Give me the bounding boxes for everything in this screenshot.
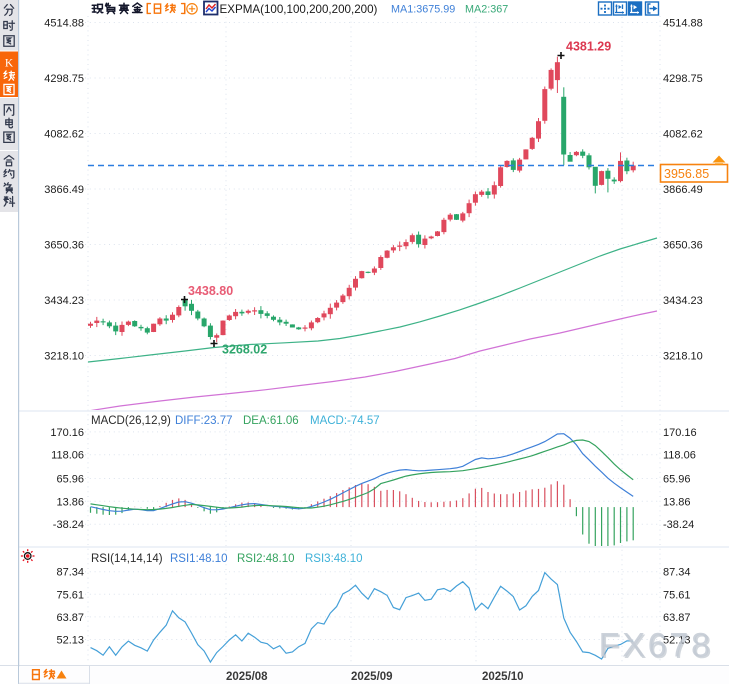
svg-text:3650.36: 3650.36 <box>663 240 703 252</box>
svg-text:4514.88: 4514.88 <box>663 18 703 30</box>
svg-text:4082.62: 4082.62 <box>663 129 703 141</box>
svg-text:87.34: 87.34 <box>56 567 84 579</box>
svg-text:2025/10: 2025/10 <box>482 671 524 683</box>
svg-text:4298.75: 4298.75 <box>44 73 84 85</box>
svg-text:EXPMA(100,100,200,200,200): EXPMA(100,100,200,200,200) <box>220 3 378 16</box>
svg-text:MACD(26,12,9): MACD(26,12,9) <box>91 415 171 427</box>
svg-text:3434.23: 3434.23 <box>44 295 84 307</box>
svg-text:RSI(14,14,14): RSI(14,14,14) <box>91 553 163 565</box>
svg-text:MACD:-74.57: MACD:-74.57 <box>310 415 380 427</box>
svg-text:3268.02: 3268.02 <box>222 343 267 357</box>
svg-text:63.87: 63.87 <box>663 612 691 624</box>
svg-text:65.96: 65.96 <box>56 474 84 486</box>
svg-text:2025/09: 2025/09 <box>351 671 393 683</box>
svg-text:52.13: 52.13 <box>56 635 84 647</box>
svg-text:118.06: 118.06 <box>663 450 696 462</box>
svg-text:4298.75: 4298.75 <box>663 73 703 85</box>
svg-text:2025/08: 2025/08 <box>226 671 268 683</box>
svg-text:65.96: 65.96 <box>663 474 691 486</box>
svg-text:87.34: 87.34 <box>663 567 691 579</box>
svg-text:63.87: 63.87 <box>56 612 84 624</box>
svg-text:3956.85: 3956.85 <box>664 167 709 181</box>
svg-text:RSI1:48.10: RSI1:48.10 <box>170 553 228 565</box>
svg-text:RSI2:48.10: RSI2:48.10 <box>237 553 295 565</box>
svg-text:FX678: FX678 <box>599 627 713 665</box>
svg-text:13.86: 13.86 <box>663 496 691 508</box>
svg-text:75.61: 75.61 <box>56 589 84 601</box>
svg-text:FX678: FX678 <box>600 628 714 666</box>
svg-text:3866.49: 3866.49 <box>44 184 84 196</box>
svg-text:K: K <box>5 58 14 70</box>
svg-text:RSI3:48.10: RSI3:48.10 <box>305 553 363 565</box>
svg-text:3218.10: 3218.10 <box>44 351 84 363</box>
svg-text:3866.49: 3866.49 <box>663 184 703 196</box>
svg-text:MA1:3675.99: MA1:3675.99 <box>391 4 455 16</box>
svg-text:4082.62: 4082.62 <box>44 129 84 141</box>
svg-text:13.86: 13.86 <box>56 496 84 508</box>
svg-text:3650.36: 3650.36 <box>44 240 84 252</box>
svg-text:3218.10: 3218.10 <box>663 351 703 363</box>
svg-text:DIFF:23.77: DIFF:23.77 <box>175 415 233 427</box>
svg-text:3434.23: 3434.23 <box>663 295 703 307</box>
svg-text:170.16: 170.16 <box>50 427 84 439</box>
svg-text:118.06: 118.06 <box>51 450 84 462</box>
svg-text:52.13: 52.13 <box>663 635 691 647</box>
svg-text:-38.24: -38.24 <box>663 519 694 531</box>
svg-text:DEA:61.06: DEA:61.06 <box>243 415 299 427</box>
svg-text:75.61: 75.61 <box>663 589 691 601</box>
svg-text:170.16: 170.16 <box>663 427 697 439</box>
svg-text:MA2:367: MA2:367 <box>465 4 508 16</box>
svg-text:4381.29: 4381.29 <box>566 40 611 54</box>
svg-text:-38.24: -38.24 <box>53 519 84 531</box>
svg-text:3438.80: 3438.80 <box>188 284 233 298</box>
svg-text:4514.88: 4514.88 <box>44 18 84 30</box>
